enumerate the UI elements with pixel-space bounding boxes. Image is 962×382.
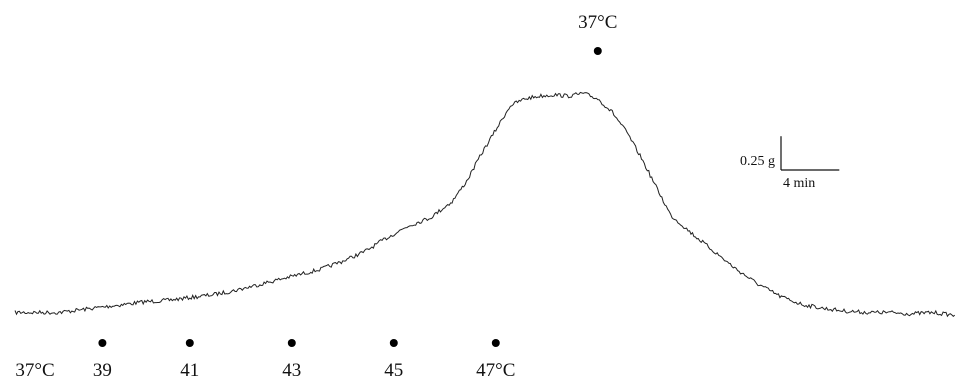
scale-bar-time-label: 4 min (783, 176, 815, 191)
scale-bar-force-label: 0.25 g (740, 154, 775, 169)
temperature-label: 41 (180, 360, 199, 381)
temperature-dot (491, 339, 500, 347)
temperature-dot (287, 339, 296, 347)
temperature-label: 43 (282, 360, 301, 381)
peak-temperature-dot (593, 47, 602, 55)
temperature-label: 47°C (476, 360, 515, 381)
temperature-dot (389, 339, 398, 347)
temperature-label: 37°C (15, 360, 54, 381)
temperature-dot (98, 339, 107, 347)
temperature-label: 39 (93, 360, 112, 381)
temperature-label: 45 (384, 360, 403, 381)
temperature-dot (185, 339, 194, 347)
peak-temperature-label: 37°C (578, 12, 617, 33)
tension-trace-line (14, 91, 956, 318)
